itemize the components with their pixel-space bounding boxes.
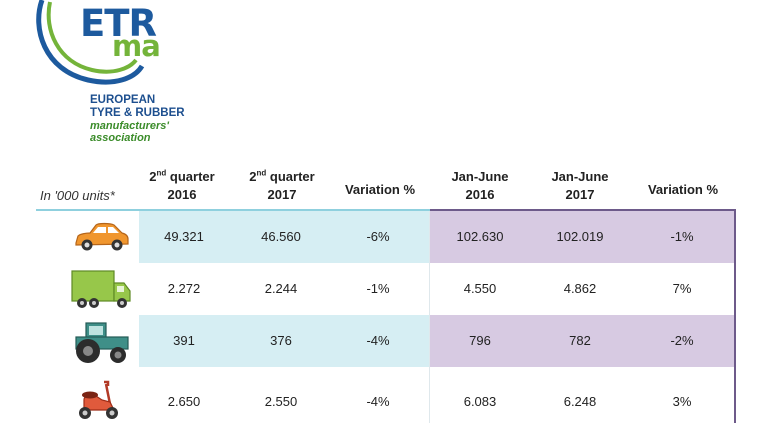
cell-q2-2016: 2.272 [167, 281, 201, 296]
cell-variation-halfyear: 7% [672, 281, 692, 296]
logo-ring-icon [36, 0, 145, 85]
cell-jan-june-2016: 102.630 [456, 229, 504, 244]
cell-q2-2016: 49.321 [164, 229, 204, 244]
cell-jan-june-2017: 782 [569, 333, 591, 348]
org-name-line1: EUROPEAN [90, 94, 156, 106]
org-name-line4: association [90, 132, 151, 144]
org-name-line3: manufacturers' [90, 120, 170, 132]
cell-variation-quarter: -6% [366, 229, 390, 244]
cell-jan-june-2016: 796 [469, 333, 491, 348]
cell-q2-2016: 391 [173, 333, 195, 348]
cell-variation-quarter: -4% [366, 333, 390, 348]
cell-variation-halfyear: -1% [670, 229, 694, 244]
cell-variation-halfyear: 3% [672, 394, 692, 409]
cell-q2-2017: 376 [270, 333, 292, 348]
cell-jan-june-2016: 4.550 [463, 281, 497, 296]
table-row-truck: 2.272 2.244 -1% 4.550 4.862 7% [36, 263, 734, 315]
table-row-car: 49.321 46.560 -6% 102.630 102.019 -1% [36, 211, 734, 263]
header-q2-2017: 2nd quarter 2017 [249, 168, 315, 202]
header-jan-june-2017: Jan-June 2017 [551, 169, 609, 202]
etrma-logo: ETR ma EUROPEAN TYRE & RUBBER manufactur… [30, 0, 185, 145]
car-icon [75, 222, 129, 251]
cell-variation-quarter: -4% [366, 394, 390, 409]
org-name-line2: TYRE & RUBBER [90, 107, 185, 119]
scooter-icon [79, 380, 118, 419]
cell-q2-2017: 2.244 [264, 281, 298, 296]
cell-variation-halfyear: -2% [670, 333, 694, 348]
logo-wordmark-sub: ma [112, 29, 161, 63]
cell-q2-2017: 2.550 [264, 394, 298, 409]
cell-q2-2017: 46.560 [261, 229, 301, 244]
units-label: In '000 units* [40, 188, 115, 203]
truck-icon [71, 270, 131, 308]
logo-wordmark: ETR [80, 2, 157, 45]
header-variation-halfyear: Variation % [647, 182, 719, 197]
cell-jan-june-2017: 4.862 [563, 281, 597, 296]
table-row-tractor: 391 376 -4% 796 782 -2% [36, 315, 734, 367]
cell-jan-june-2017: 102.019 [556, 229, 604, 244]
table-row-scooter: 2.650 2.550 -4% 6.083 6.248 3% [36, 376, 734, 428]
cell-jan-june-2017: 6.248 [563, 394, 597, 409]
cell-variation-quarter: -1% [366, 281, 390, 296]
cell-jan-june-2016: 6.083 [463, 394, 497, 409]
header-variation-quarter: Variation % [344, 182, 416, 197]
header-rule-quarter [36, 209, 430, 212]
column-divider [429, 211, 430, 423]
header-rule-halfyear [430, 209, 736, 212]
table-right-border [734, 211, 736, 423]
header-q2-2016: 2nd quarter 2016 [149, 168, 215, 202]
tractor-icon [75, 322, 129, 363]
header-jan-june-2016: Jan-June 2016 [451, 169, 509, 202]
cell-q2-2016: 2.650 [167, 394, 201, 409]
